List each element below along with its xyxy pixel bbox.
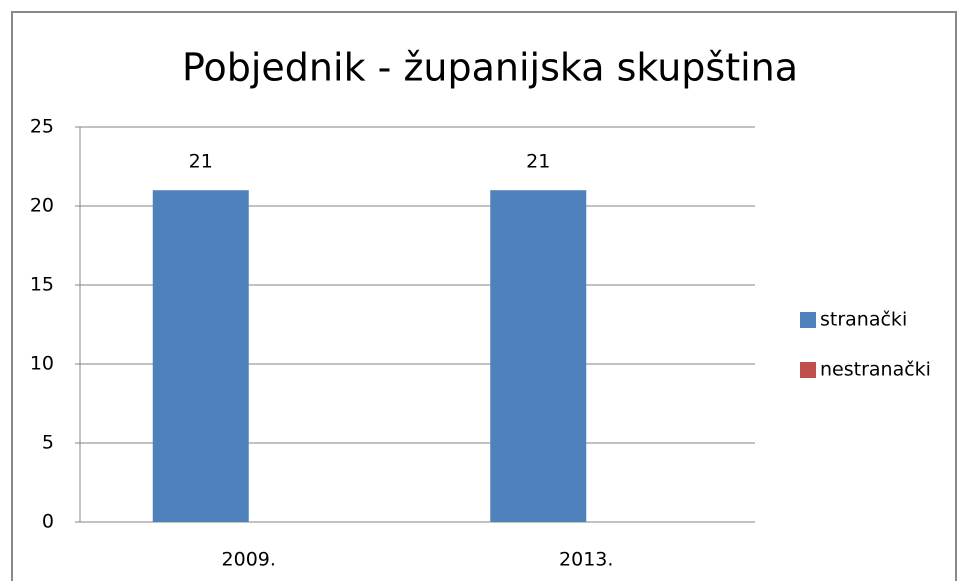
y-tick-label: 10 (30, 353, 54, 375)
y-tick-label: 25 (30, 116, 54, 138)
x-tick-label: 2009. (222, 549, 276, 571)
legend-swatch (800, 312, 816, 328)
chart-title: Pobjednik - županijska skupština (182, 46, 798, 90)
x-tick-label: 2013. (559, 549, 613, 571)
bar (490, 190, 587, 522)
data-label: 21 (526, 151, 550, 173)
data-label: 21 (189, 151, 213, 173)
y-tick-label: 5 (42, 432, 54, 454)
legend-swatch (800, 362, 816, 378)
y-tick-label: 20 (30, 195, 54, 217)
legend-label: nestranački (820, 359, 931, 381)
bar (152, 190, 249, 522)
y-tick-label: 0 (42, 511, 54, 533)
y-tick-label: 15 (30, 274, 54, 296)
legend-label: stranački (820, 309, 907, 331)
